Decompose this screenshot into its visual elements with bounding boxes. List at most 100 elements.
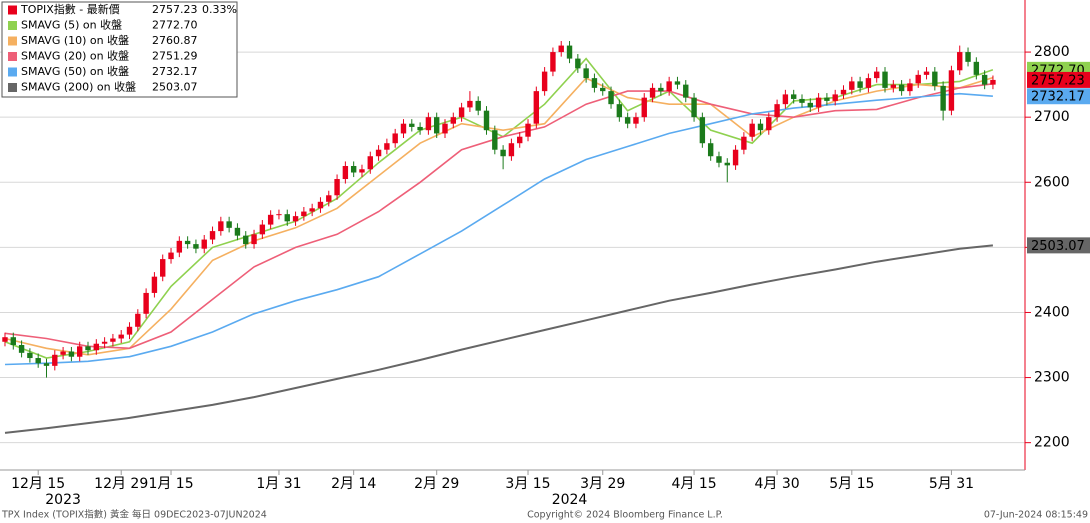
candle-body (10, 337, 16, 346)
x-tick-label: 12月 29 (94, 476, 148, 492)
legend-value: 2732.17 (152, 65, 198, 78)
candle-body (218, 221, 224, 232)
candle-body (832, 94, 838, 101)
candle-body (716, 156, 722, 163)
candle-body (633, 117, 639, 124)
candle-body (898, 84, 905, 92)
legend-value: 2503.07 (152, 81, 198, 94)
candle-body (608, 91, 614, 105)
value-tag (1027, 71, 1090, 88)
candle-body (807, 102, 813, 108)
candle-body (749, 123, 755, 137)
value-tag (1027, 88, 1090, 105)
y-tick-label: 2800 (1034, 44, 1070, 60)
candle-body (550, 52, 556, 72)
y-tick-label: 2300 (1034, 370, 1070, 386)
candle-body (600, 87, 606, 92)
x-tick-label: 4月 15 (671, 476, 716, 492)
legend-value: 2772.70 (152, 19, 198, 32)
candle-body (85, 346, 91, 351)
candle-body (990, 79, 996, 85)
candle-body (973, 61, 980, 75)
legend-label: SMAVG (5) on 收盤 (21, 18, 122, 32)
footer-center: Copyright© 2024 Bloomberg Finance L.P. (527, 510, 723, 521)
candle-body (409, 123, 415, 127)
year-label: 2023 (45, 492, 81, 508)
candle-body (508, 143, 515, 157)
x-tick-label: 3月 15 (505, 476, 550, 492)
candle-body (467, 100, 473, 108)
candle-body (135, 313, 141, 327)
candle-body (907, 83, 913, 92)
candle-body (533, 91, 540, 124)
candle-body (367, 156, 373, 170)
candle-body (317, 201, 324, 209)
candle-body (782, 94, 789, 105)
candle-body (649, 87, 656, 98)
candle-body (118, 334, 124, 339)
candle-body (267, 214, 274, 225)
candle-body (77, 346, 83, 357)
candle-body (500, 149, 506, 157)
candle-body (824, 97, 830, 101)
candle-body (475, 100, 481, 111)
legend-swatch (8, 36, 17, 46)
legend-swatch (8, 67, 17, 77)
candle-body (517, 136, 523, 144)
legend-change: 0.33% (202, 3, 237, 16)
ma-line (4, 244, 993, 434)
candle-body (641, 97, 647, 118)
candle-body (766, 117, 772, 131)
candle-body (683, 84, 689, 98)
candle-body (492, 130, 498, 150)
candle-body (276, 214, 282, 216)
candle-body (433, 117, 440, 134)
candle-body (940, 85, 946, 111)
x-tick-label: 1月 15 (148, 476, 193, 492)
candle-body (932, 71, 938, 86)
ma-line (4, 76, 994, 356)
candle-body (525, 123, 531, 137)
candle-body (160, 259, 166, 277)
x-tick-label: 2月 14 (331, 476, 376, 492)
candle-body (840, 89, 847, 95)
candle-body (110, 338, 116, 342)
candle-body (483, 110, 490, 131)
candle-body (151, 276, 158, 293)
candle-body (35, 358, 41, 364)
candle-body (658, 87, 664, 92)
candle-body (301, 211, 307, 217)
candle-body (259, 224, 266, 235)
candle-body (699, 117, 706, 144)
candle-body (342, 165, 349, 180)
candle-body (442, 123, 448, 134)
candle-body (417, 126, 423, 131)
legend-swatch (8, 21, 17, 30)
y-tick-label: 2600 (1034, 174, 1070, 190)
value-tag-label: 2503.07 (1031, 239, 1085, 254)
x-tick-label: 1月 31 (256, 476, 301, 492)
candle-body (326, 195, 332, 202)
legend-label: SMAVG (50) on 收盤 (21, 64, 129, 78)
candle-body (757, 123, 764, 131)
y-tick-label: 2400 (1034, 304, 1070, 320)
candle-body (350, 165, 357, 173)
footer-right: 07-Jun-2024 08:15:49 (984, 510, 1088, 521)
candle-body (93, 343, 100, 351)
y-tick-label: 2200 (1034, 435, 1070, 451)
candle-body (450, 117, 456, 124)
legend-label: TOPIX指數 - 最新價 (20, 2, 120, 16)
candle-body (707, 143, 714, 157)
candle-body (334, 179, 340, 196)
candle-body (176, 240, 183, 253)
x-tick-label: 4月 30 (754, 476, 799, 492)
candle-body (957, 52, 963, 71)
candle-body (184, 240, 191, 245)
legend-label: SMAVG (200) on 收盤 (21, 80, 136, 94)
legend-label: SMAVG (10) on 收盤 (21, 33, 129, 47)
candle-body (43, 363, 50, 366)
candle-body (674, 81, 681, 85)
candle-body (292, 216, 299, 222)
candle-body (201, 239, 207, 249)
